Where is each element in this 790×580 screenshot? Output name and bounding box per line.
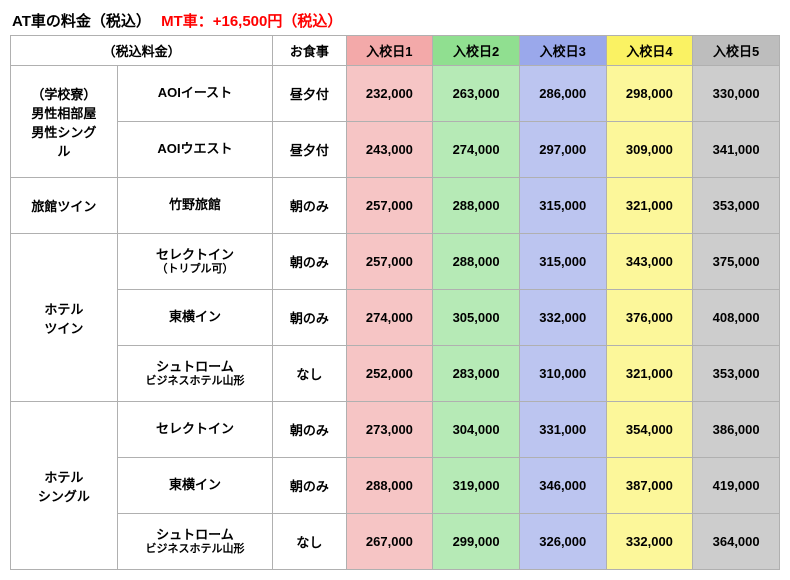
price-cell: 376,000 bbox=[606, 290, 693, 346]
price-cell: 243,000 bbox=[346, 122, 433, 178]
price-cell: 321,000 bbox=[606, 346, 693, 402]
price-cell: 298,000 bbox=[606, 66, 693, 122]
table-row: AOIウエスト昼夕付243,000274,000297,000309,00034… bbox=[11, 122, 780, 178]
hotel-cell: セレクトイン bbox=[117, 402, 273, 458]
price-cell: 353,000 bbox=[693, 178, 780, 234]
hotel-cell: 東横イン bbox=[117, 458, 273, 514]
price-cell: 263,000 bbox=[433, 66, 520, 122]
meal-cell: 朝のみ bbox=[273, 402, 346, 458]
meal-cell: 昼夕付 bbox=[273, 122, 346, 178]
meal-cell: なし bbox=[273, 346, 346, 402]
price-cell: 309,000 bbox=[606, 122, 693, 178]
header-meal: お食事 bbox=[273, 36, 346, 66]
meal-cell: 朝のみ bbox=[273, 290, 346, 346]
header-day-2: 入校日2 bbox=[433, 36, 520, 66]
hotel-cell: 竹野旅館 bbox=[117, 178, 273, 234]
price-cell: 375,000 bbox=[693, 234, 780, 290]
price-cell: 267,000 bbox=[346, 514, 433, 570]
title-red: MT車：+16,500円（税込） bbox=[161, 13, 342, 30]
price-cell: 315,000 bbox=[519, 178, 606, 234]
table-row: 旅館ツイン竹野旅館朝のみ257,000288,000315,000321,000… bbox=[11, 178, 780, 234]
price-cell: 315,000 bbox=[519, 234, 606, 290]
category-cell: 旅館ツイン bbox=[11, 178, 118, 234]
header-day-4: 入校日4 bbox=[606, 36, 693, 66]
price-cell: 252,000 bbox=[346, 346, 433, 402]
category-cell: （学校寮）男性相部屋男性シングル bbox=[11, 66, 118, 178]
table-row: シュトロームビジネスホテル山形なし252,000283,000310,00032… bbox=[11, 346, 780, 402]
price-cell: 286,000 bbox=[519, 66, 606, 122]
price-cell: 310,000 bbox=[519, 346, 606, 402]
price-cell: 273,000 bbox=[346, 402, 433, 458]
price-cell: 288,000 bbox=[433, 178, 520, 234]
meal-cell: 昼夕付 bbox=[273, 66, 346, 122]
price-cell: 274,000 bbox=[346, 290, 433, 346]
price-cell: 341,000 bbox=[693, 122, 780, 178]
category-cell: ホテルツイン bbox=[11, 234, 118, 402]
price-cell: 408,000 bbox=[693, 290, 780, 346]
price-cell: 319,000 bbox=[433, 458, 520, 514]
price-cell: 283,000 bbox=[433, 346, 520, 402]
hotel-cell: AOIイースト bbox=[117, 66, 273, 122]
price-cell: 346,000 bbox=[519, 458, 606, 514]
header-row: （税込料金） お食事 入校日1 入校日2 入校日3 入校日4 入校日5 bbox=[11, 36, 780, 66]
header-day-5: 入校日5 bbox=[693, 36, 780, 66]
header-day-1: 入校日1 bbox=[346, 36, 433, 66]
price-cell: 321,000 bbox=[606, 178, 693, 234]
category-cell: ホテルシングル bbox=[11, 402, 118, 570]
price-cell: 386,000 bbox=[693, 402, 780, 458]
price-cell: 305,000 bbox=[433, 290, 520, 346]
table-row: （学校寮）男性相部屋男性シングルAOIイースト昼夕付232,000263,000… bbox=[11, 66, 780, 122]
price-cell: 330,000 bbox=[693, 66, 780, 122]
price-cell: 343,000 bbox=[606, 234, 693, 290]
price-cell: 288,000 bbox=[346, 458, 433, 514]
meal-cell: 朝のみ bbox=[273, 178, 346, 234]
price-cell: 304,000 bbox=[433, 402, 520, 458]
price-cell: 419,000 bbox=[693, 458, 780, 514]
table-row: 東横イン朝のみ274,000305,000332,000376,000408,0… bbox=[11, 290, 780, 346]
header-group: （税込料金） bbox=[11, 36, 273, 66]
table-row: ホテルシングルセレクトイン朝のみ273,000304,000331,000354… bbox=[11, 402, 780, 458]
meal-cell: なし bbox=[273, 514, 346, 570]
table-row: ホテルツインセレクトイン（トリプル可）朝のみ257,000288,000315,… bbox=[11, 234, 780, 290]
price-table: （税込料金） お食事 入校日1 入校日2 入校日3 入校日4 入校日5 （学校寮… bbox=[10, 35, 780, 570]
price-cell: 387,000 bbox=[606, 458, 693, 514]
meal-cell: 朝のみ bbox=[273, 234, 346, 290]
price-cell: 364,000 bbox=[693, 514, 780, 570]
price-cell: 354,000 bbox=[606, 402, 693, 458]
price-cell: 232,000 bbox=[346, 66, 433, 122]
hotel-cell: 東横イン bbox=[117, 290, 273, 346]
price-cell: 288,000 bbox=[433, 234, 520, 290]
hotel-cell: シュトロームビジネスホテル山形 bbox=[117, 514, 273, 570]
price-cell: 299,000 bbox=[433, 514, 520, 570]
title-black: AT車の料金（税込） bbox=[12, 13, 151, 30]
table-row: シュトロームビジネスホテル山形なし267,000299,000326,00033… bbox=[11, 514, 780, 570]
price-cell: 353,000 bbox=[693, 346, 780, 402]
price-cell: 332,000 bbox=[606, 514, 693, 570]
price-cell: 257,000 bbox=[346, 178, 433, 234]
price-cell: 274,000 bbox=[433, 122, 520, 178]
hotel-cell: セレクトイン（トリプル可） bbox=[117, 234, 273, 290]
price-cell: 297,000 bbox=[519, 122, 606, 178]
meal-cell: 朝のみ bbox=[273, 458, 346, 514]
table-row: 東横イン朝のみ288,000319,000346,000387,000419,0… bbox=[11, 458, 780, 514]
hotel-cell: シュトロームビジネスホテル山形 bbox=[117, 346, 273, 402]
title: AT車の料金（税込） MT車：+16,500円（税込） bbox=[12, 10, 780, 31]
price-cell: 326,000 bbox=[519, 514, 606, 570]
price-cell: 332,000 bbox=[519, 290, 606, 346]
hotel-cell: AOIウエスト bbox=[117, 122, 273, 178]
price-cell: 331,000 bbox=[519, 402, 606, 458]
header-day-3: 入校日3 bbox=[519, 36, 606, 66]
price-cell: 257,000 bbox=[346, 234, 433, 290]
